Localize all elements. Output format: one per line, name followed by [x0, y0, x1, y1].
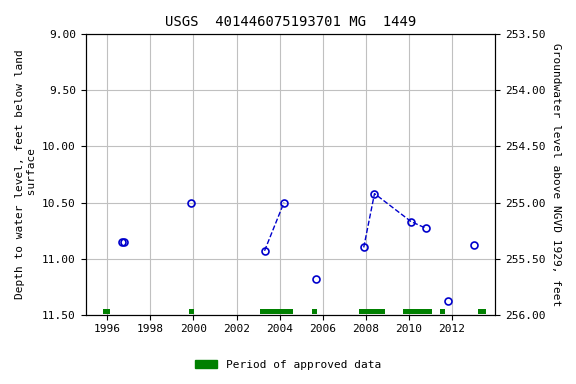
Bar — [312, 309, 317, 314]
Bar — [260, 309, 293, 314]
Bar — [189, 309, 195, 314]
Bar — [440, 309, 445, 314]
Bar — [478, 309, 486, 314]
Legend: Period of approved data: Period of approved data — [191, 356, 385, 375]
Y-axis label: Depth to water level, feet below land
 surface: Depth to water level, feet below land su… — [15, 50, 37, 300]
Bar — [359, 309, 385, 314]
Bar — [403, 309, 431, 314]
Y-axis label: Groundwater level above NGVD 1929, feet: Groundwater level above NGVD 1929, feet — [551, 43, 561, 306]
Title: USGS  401446075193701 MG  1449: USGS 401446075193701 MG 1449 — [165, 15, 416, 29]
Bar — [103, 309, 111, 314]
